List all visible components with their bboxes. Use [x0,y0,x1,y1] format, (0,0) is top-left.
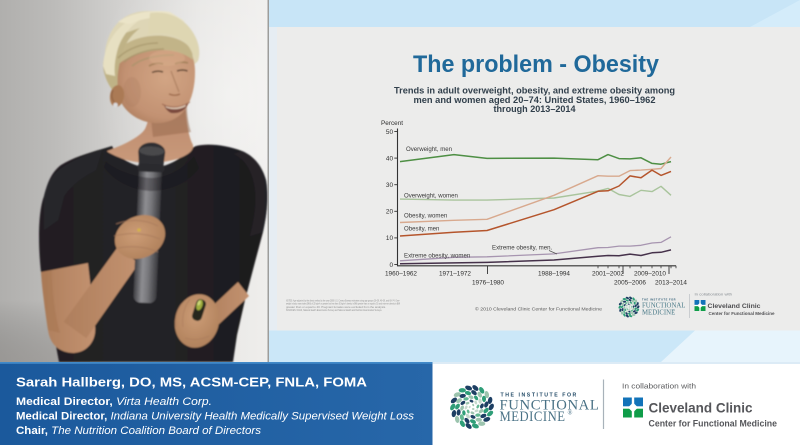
svg-text:Extreme obesity, men.: Extreme obesity, men. [492,245,552,252]
svg-text:2005–2006: 2005–2006 [614,280,646,287]
svg-text:In collaboration with: In collaboration with [695,293,733,297]
svg-text:Medical Director, Virta Health: Medical Director, Virta Health Corp. [16,396,212,408]
svg-text:®: ® [672,308,675,313]
svg-text:FUNCTIONAL: FUNCTIONAL [500,398,600,414]
svg-text:30: 30 [386,182,394,189]
svg-text:MEDICINE: MEDICINE [500,409,566,425]
svg-text:In collaboration with: In collaboration with [622,381,696,390]
svg-text:1971–1972: 1971–1972 [439,271,471,278]
svg-text:Medical Director, Indiana Univ: Medical Director, Indiana University Hea… [16,411,415,423]
svg-text:NOTES: Age-adjusted by the dir: NOTES: Age-adjusted by the direct method… [286,299,400,303]
svg-text:Extreme obesity, women: Extreme obesity, women [404,253,470,260]
svg-text:through 2013–2014: through 2013–2014 [494,103,577,114]
svg-text:20: 20 [386,209,394,216]
svg-text:Cleveland Clinic: Cleveland Clinic [649,401,753,417]
svg-text:© 2010 Cleveland Clinic Center: © 2010 Cleveland Clinic Center for Funct… [475,306,602,313]
svg-text:1988–1994: 1988–1994 [538,271,570,278]
svg-text:Center for Functional Medicine: Center for Functional Medicine [709,311,775,316]
svg-text:1976–1980: 1976–1980 [472,280,504,287]
svg-text:SOURCES: NCHS, National Health: SOURCES: NCHS, National Health Examinati… [286,308,382,312]
svg-text:Sarah Hallberg, DO, MS, ACSM-C: Sarah Hallberg, DO, MS, ACSM-CEP, FNLA, … [16,374,368,389]
svg-text:Cleveland Clinic: Cleveland Clinic [708,303,761,310]
svg-text:Overweight, men: Overweight, men [406,146,452,153]
svg-text:men and women aged 20–74: Unit: men and women aged 20–74: United States,… [414,94,656,105]
svg-text:Overweight, women: Overweight, women [404,193,458,200]
svg-text:weight is body mass index (BMI: weight is body mass index (BMI) of 25 kg… [286,302,400,306]
svg-text:THE INSTITUTE FOR: THE INSTITUTE FOR [501,393,578,399]
svg-text:Trends in adult overweight, ob: Trends in adult overweight, obesity, and… [394,84,675,95]
svg-text:Center for Functional Medicine: Center for Functional Medicine [649,419,778,430]
svg-text:FUNCTIONAL: FUNCTIONAL [642,303,685,310]
svg-text:0: 0 [389,262,393,269]
svg-text:10: 10 [386,235,394,242]
svg-text:greater than or equal to 40. P: greater than or equal to 40. Pregnant fe… [286,305,386,309]
svg-text:40: 40 [386,155,394,162]
svg-text:The problem - Obesity: The problem - Obesity [413,51,659,78]
svg-text:2013–2014: 2013–2014 [655,280,687,287]
svg-text:50: 50 [386,129,394,136]
svg-text:®: ® [568,410,573,417]
svg-text:Chair, The Nutrition Coalition: Chair, The Nutrition Coalition Board of … [16,425,262,437]
svg-text:MEDICINE: MEDICINE [642,310,675,317]
svg-text:THE INSTITUTE FOR: THE INSTITUTE FOR [642,298,676,302]
svg-text:Obesity, women: Obesity, women [404,213,447,220]
svg-text:Percent: Percent [381,120,403,127]
svg-text:Obesity, men: Obesity, men [404,226,439,233]
svg-text:2009–2010: 2009–2010 [634,271,666,278]
svg-text:1960–1962: 1960–1962 [385,271,417,278]
svg-text:2001–2002: 2001–2002 [592,271,624,278]
